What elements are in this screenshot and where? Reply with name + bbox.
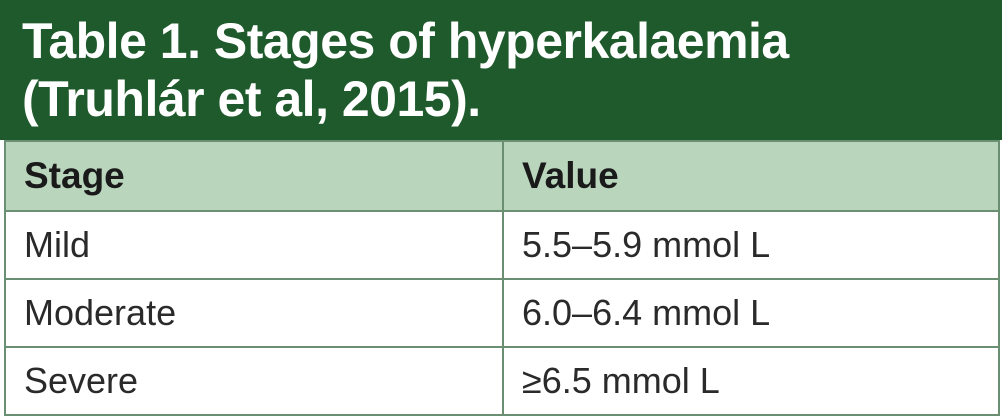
stage-cell: Moderate [4, 278, 504, 348]
table-title-line-2: (Truhlár et al, 2015). [22, 71, 481, 127]
table-title-line-1: Table 1. Stages of hyperkalaemia [22, 13, 789, 69]
table-row: Severe ≥6.5 mmol L [4, 346, 1000, 416]
table-title: Table 1. Stages of hyperkalaemia (Truhlá… [0, 0, 1002, 140]
stage-cell: Severe [4, 346, 504, 416]
table-row: Mild 5.5–5.9 mmol L [4, 210, 1000, 280]
value-cell: ≥6.5 mmol L [502, 346, 1000, 416]
table-row: Moderate 6.0–6.4 mmol L [4, 278, 1000, 348]
table-header-row: Stage Value [4, 140, 1000, 212]
value-cell: 6.0–6.4 mmol L [502, 278, 1000, 348]
column-header-value: Value [502, 140, 1000, 212]
stage-cell: Mild [4, 210, 504, 280]
stages-table: Stage Value Mild 5.5–5.9 mmol L Moderate… [4, 140, 1000, 416]
column-header-stage: Stage [4, 140, 504, 212]
value-cell: 5.5–5.9 mmol L [502, 210, 1000, 280]
